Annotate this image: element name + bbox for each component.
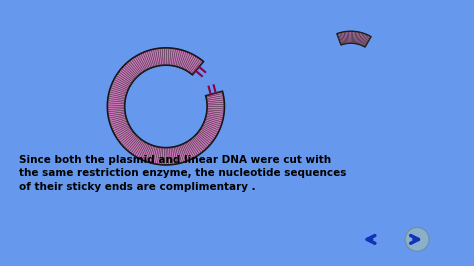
Polygon shape [337,31,371,47]
Text: Since both the plasmid and linear DNA were cut with
the same restriction enzyme,: Since both the plasmid and linear DNA we… [19,155,346,192]
Circle shape [405,227,429,251]
Polygon shape [108,48,224,165]
